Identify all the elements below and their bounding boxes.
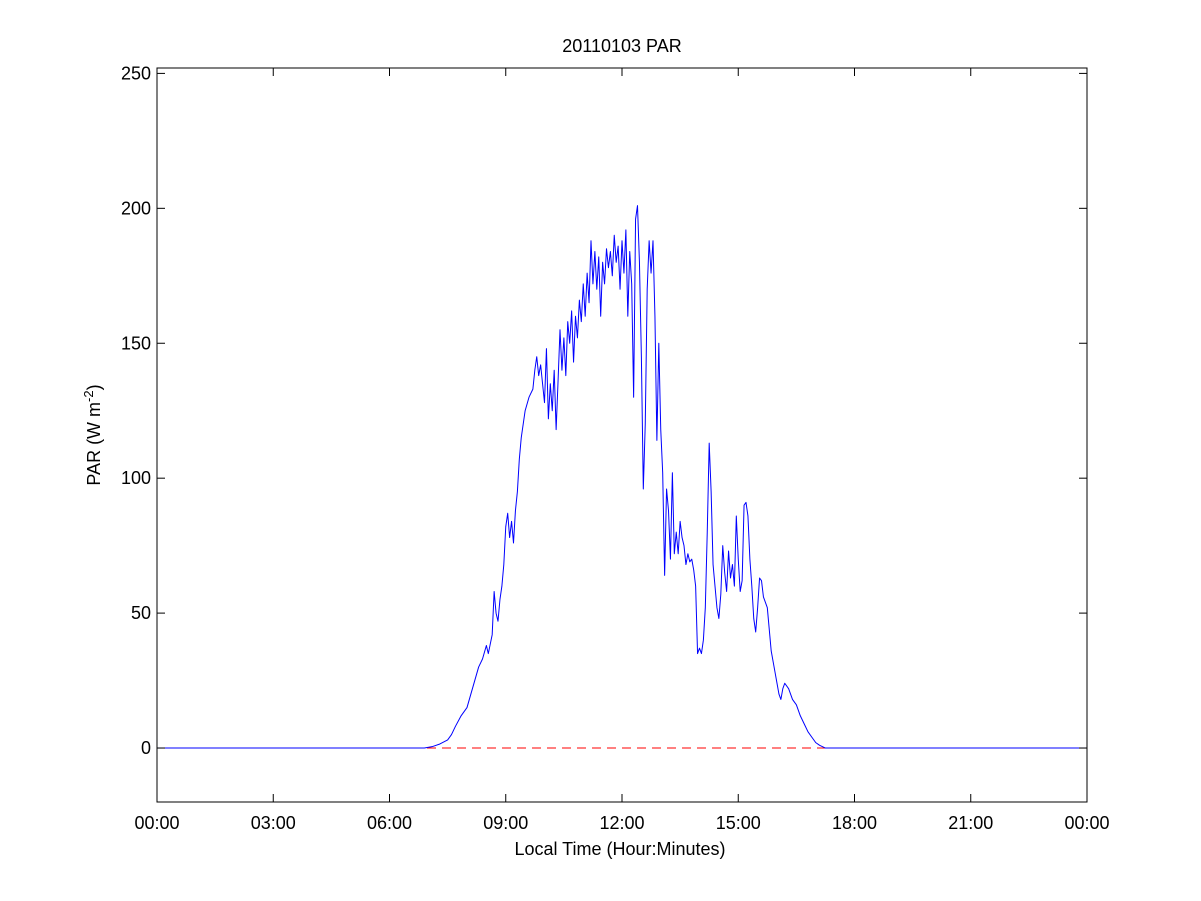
y-tick-label: 50 <box>131 603 151 623</box>
y-tick-label: 250 <box>121 63 151 83</box>
x-tick-label: 03:00 <box>251 813 296 833</box>
chart-title: 20110103 PAR <box>562 36 681 56</box>
y-axis-label-main: PAR (W m <box>84 402 104 486</box>
x-tick-label: 18:00 <box>832 813 877 833</box>
x-tick-label: 00:00 <box>1064 813 1109 833</box>
y-tick-label: 200 <box>121 198 151 218</box>
y-axis-label-superscript: -2 <box>81 390 96 402</box>
series-layer <box>157 205 1087 749</box>
y-axis-label: PAR (W m-2) <box>81 384 104 485</box>
x-tick-label: 12:00 <box>599 813 644 833</box>
x-tick-label: 06:00 <box>367 813 412 833</box>
x-axis-label: Local Time (Hour:Minutes) <box>514 839 725 859</box>
y-tick-label: 150 <box>121 333 151 353</box>
x-tick-label: 09:00 <box>483 813 528 833</box>
x-tick-label: 00:00 <box>134 813 179 833</box>
x-tick-label: 15:00 <box>716 813 761 833</box>
series-line-1 <box>157 205 1087 749</box>
x-tick-label: 21:00 <box>948 813 993 833</box>
y-axis-label-close: ) <box>84 384 104 390</box>
y-tick-label: 0 <box>141 738 151 758</box>
plot-area <box>157 68 1087 802</box>
tick-layer: 00:00 03:00 06:00 09:00 12:00 15:00 18:00 21:00… <box>121 63 1110 833</box>
y-tick-label: 100 <box>121 468 151 488</box>
